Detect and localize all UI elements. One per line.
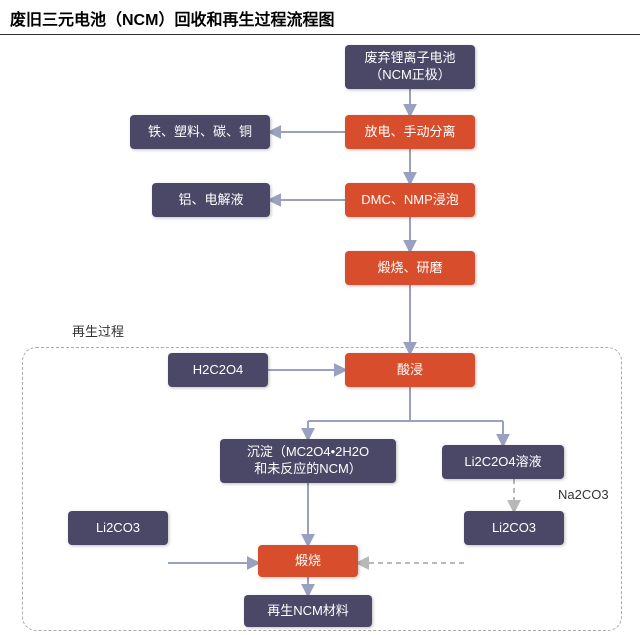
node-b2: 铝、电解液 [152,183,270,217]
node-b1: 铁、塑料、碳、铜 [130,115,270,149]
node-b5: Li2CO3 [68,511,168,545]
regeneration-region-box [22,347,622,631]
node-b4: Li2C2O4溶液 [442,445,564,479]
flowchart-canvas: 再生过程 Na2CO3 废弃锂离子电池（NCM正极） 放电、手动分离 铁、塑料、碳、… [0,35,640,635]
node-b3: H2C2O4 [168,353,268,387]
node-b6: Li2CO3 [464,511,564,545]
node-n7: 煅烧 [258,545,358,577]
node-n3: DMC、NMP浸泡 [345,183,475,217]
node-n5: 酸浸 [345,353,475,387]
node-n8: 再生NCM材料 [244,595,372,627]
page-title: 废旧三元电池（NCM）回收和再生过程流程图 [0,0,640,35]
na2co3-annotation: Na2CO3 [558,487,609,502]
node-n1: 废弃锂离子电池（NCM正极） [345,45,475,89]
node-n4: 煅烧、研磨 [345,251,475,285]
node-n6: 沉淀（MC2O4•2H2O和未反应的NCM） [220,439,396,483]
regeneration-region-label: 再生过程 [72,321,124,340]
node-n2: 放电、手动分离 [345,115,475,149]
